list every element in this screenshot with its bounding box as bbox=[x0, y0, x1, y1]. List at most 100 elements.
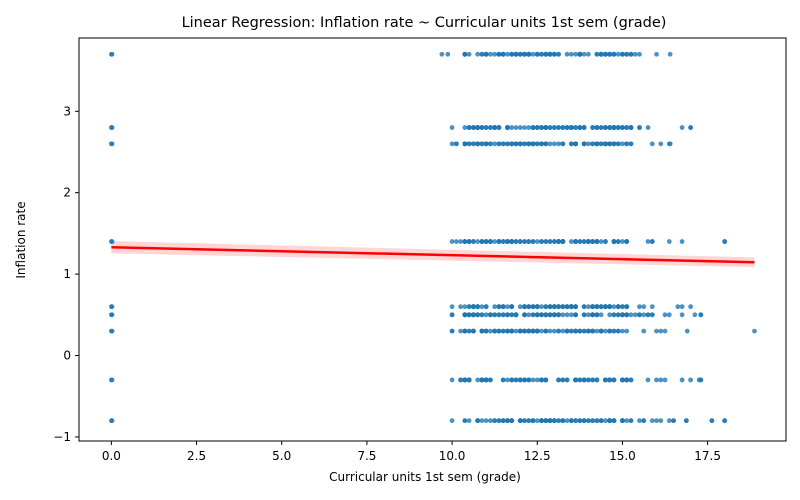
data-point bbox=[615, 304, 621, 310]
data-point bbox=[453, 239, 459, 244]
data-point bbox=[530, 312, 536, 318]
data-point bbox=[505, 239, 510, 244]
data-point bbox=[479, 418, 485, 424]
data-point bbox=[551, 312, 557, 318]
data-point bbox=[517, 328, 523, 334]
data-point bbox=[607, 304, 613, 310]
data-point bbox=[534, 304, 540, 310]
data-point bbox=[479, 51, 485, 57]
data-point bbox=[603, 125, 608, 130]
data-point bbox=[513, 377, 519, 383]
data-point bbox=[560, 418, 566, 424]
data-point bbox=[568, 312, 574, 318]
data-point bbox=[543, 312, 549, 318]
data-point bbox=[632, 312, 638, 318]
data-point bbox=[624, 141, 630, 147]
data-point bbox=[543, 51, 549, 57]
data-point bbox=[573, 328, 578, 334]
data-point bbox=[462, 377, 468, 383]
data-point bbox=[466, 51, 472, 57]
data-point bbox=[581, 312, 587, 318]
data-point bbox=[585, 239, 591, 244]
data-point bbox=[109, 141, 115, 147]
data-point bbox=[470, 239, 476, 244]
data-point bbox=[462, 125, 468, 130]
data-point bbox=[539, 312, 544, 318]
data-point bbox=[688, 377, 693, 383]
data-point bbox=[637, 312, 642, 318]
data-point bbox=[624, 304, 630, 310]
data-point bbox=[564, 418, 570, 424]
data-point bbox=[603, 51, 608, 57]
data-point bbox=[556, 51, 561, 57]
data-point bbox=[462, 239, 468, 244]
data-point bbox=[530, 328, 536, 334]
data-point bbox=[462, 51, 468, 57]
data-point bbox=[603, 377, 608, 383]
data-point bbox=[475, 141, 481, 147]
data-point bbox=[624, 125, 630, 130]
data-point bbox=[475, 51, 481, 57]
data-point bbox=[492, 304, 498, 310]
data-point bbox=[492, 312, 498, 318]
data-point bbox=[492, 125, 498, 130]
data-point bbox=[598, 141, 604, 147]
data-point bbox=[547, 328, 553, 334]
data-point bbox=[679, 304, 685, 310]
data-point bbox=[603, 141, 608, 147]
data-point bbox=[662, 377, 668, 383]
data-point bbox=[505, 304, 510, 310]
data-point bbox=[479, 125, 485, 130]
x-axis-ticks: 0.0 2.5 5.0 7.5 10.0 12.5 15.0 17.5 bbox=[102, 441, 721, 463]
data-point bbox=[483, 377, 489, 383]
data-point bbox=[513, 51, 519, 57]
data-point bbox=[585, 304, 591, 310]
data-point bbox=[530, 304, 536, 310]
data-point bbox=[624, 239, 630, 244]
data-point bbox=[654, 51, 659, 57]
x-tick-label: 0.0 bbox=[102, 449, 121, 463]
data-point bbox=[492, 418, 498, 424]
data-point bbox=[667, 51, 673, 57]
data-point bbox=[470, 125, 476, 130]
data-point bbox=[109, 51, 115, 57]
data-point bbox=[534, 418, 540, 424]
data-point bbox=[517, 418, 523, 424]
data-point bbox=[500, 377, 506, 383]
data-point bbox=[577, 125, 583, 130]
data-point bbox=[517, 377, 523, 383]
data-point bbox=[611, 328, 617, 334]
data-point bbox=[449, 239, 455, 244]
scatter-points bbox=[108, 51, 757, 424]
data-point bbox=[594, 141, 600, 147]
data-point bbox=[624, 51, 630, 57]
data-point bbox=[577, 377, 583, 383]
data-point bbox=[568, 328, 574, 334]
data-point bbox=[658, 377, 664, 383]
data-point bbox=[611, 418, 617, 424]
data-point bbox=[505, 312, 510, 318]
data-point bbox=[568, 418, 574, 424]
data-point bbox=[475, 418, 481, 424]
data-point bbox=[590, 141, 596, 147]
data-point bbox=[573, 304, 578, 310]
data-point bbox=[449, 418, 455, 424]
data-point bbox=[479, 304, 485, 310]
data-point bbox=[611, 125, 617, 130]
data-point bbox=[594, 239, 600, 244]
data-point bbox=[526, 304, 532, 310]
data-point bbox=[577, 51, 583, 57]
data-point bbox=[560, 328, 566, 334]
data-point bbox=[109, 239, 115, 244]
data-point bbox=[509, 304, 515, 310]
data-point bbox=[496, 304, 502, 310]
data-point bbox=[509, 418, 515, 424]
data-point bbox=[543, 328, 549, 334]
data-point bbox=[453, 141, 459, 147]
data-point bbox=[479, 312, 485, 318]
data-point bbox=[526, 377, 532, 383]
data-point bbox=[551, 418, 557, 424]
data-point bbox=[466, 125, 472, 130]
data-point bbox=[547, 304, 553, 310]
chart-title: Linear Regression: Inflation rate ~ Curr… bbox=[182, 15, 667, 31]
